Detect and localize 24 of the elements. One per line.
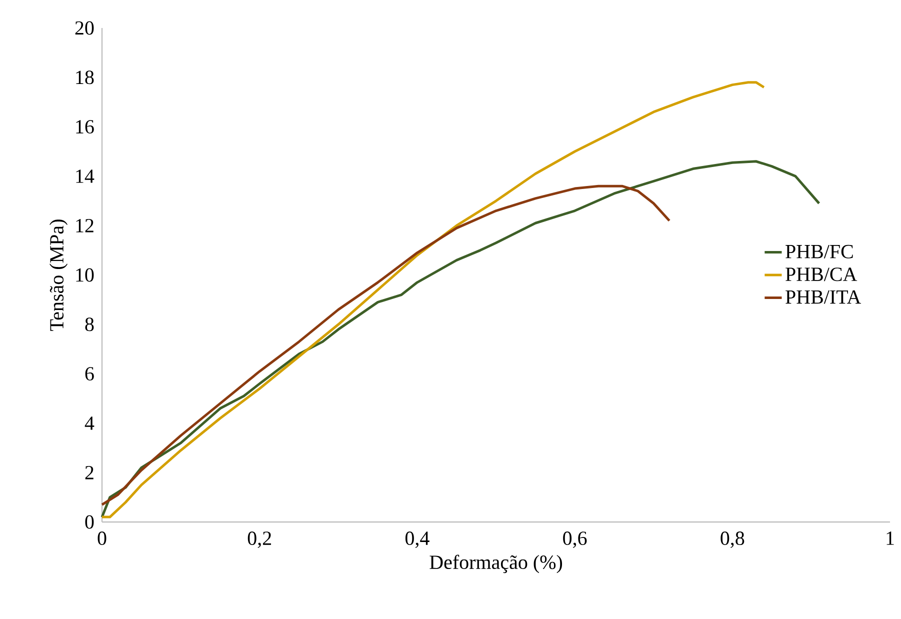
- y-tick-label: 12: [76, 218, 94, 232]
- y-axis-title: Tensão (MPa): [49, 220, 68, 331]
- legend-label: PHB/CA: [786, 268, 858, 282]
- y-tick-label: 0: [85, 515, 94, 529]
- y-tick-label: 14: [76, 170, 94, 183]
- y-tick-label: 10: [76, 268, 94, 282]
- legend-label: PHB/FC: [786, 244, 853, 258]
- x-tick-label: 0,6: [563, 532, 587, 548]
- y-tick-label: 4: [84, 416, 94, 430]
- line-series: [100, 81, 766, 518]
- y-tick-label: 8: [85, 318, 94, 332]
- y-tick-label: 18: [76, 70, 94, 84]
- x-tick-label: 0: [98, 532, 106, 546]
- x-tick-label: 0,2: [248, 532, 271, 548]
- line-series: [100, 184, 671, 506]
- x-tick-label: 0,4: [405, 532, 430, 548]
- y-tick-label: 6: [85, 367, 94, 381]
- y-tick-label: 20: [75, 21, 94, 35]
- y-tick-label: 16: [76, 120, 94, 134]
- x-axis-title: Deformação (%): [430, 554, 562, 574]
- y-tick-label: 2: [85, 466, 94, 480]
- legend-label: PHB/ITA: [786, 290, 862, 304]
- x-tick-label: 0,8: [720, 532, 744, 548]
- x-tick-label: 1: [886, 532, 894, 545]
